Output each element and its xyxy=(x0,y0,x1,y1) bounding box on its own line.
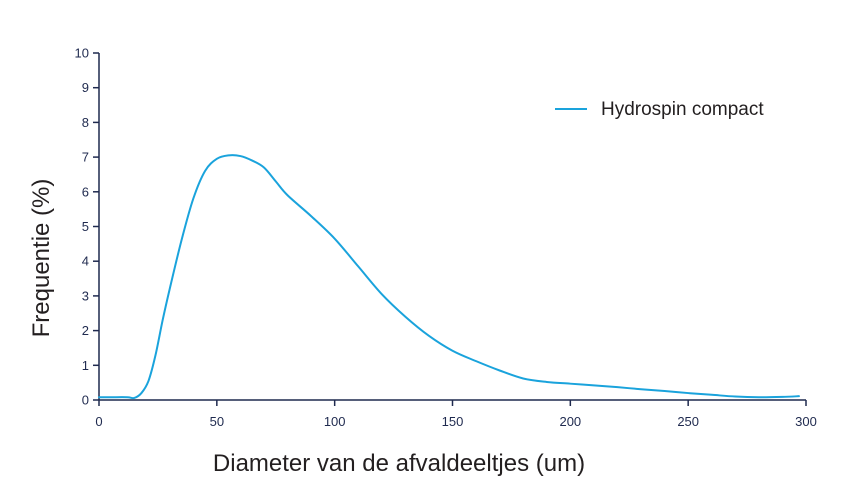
legend: Hydrospin compact xyxy=(555,99,764,120)
y-tick-label: 0 xyxy=(82,393,89,408)
x-tick-label: 150 xyxy=(442,414,464,429)
y-tick-label: 3 xyxy=(82,288,89,303)
y-axis: 0 1 2 3 4 5 6 7 8 9 10 xyxy=(75,46,100,408)
y-tick-label: 8 xyxy=(82,115,89,130)
y-tick-label: 9 xyxy=(82,80,89,95)
x-tick-label: 50 xyxy=(210,414,224,429)
y-tick-label: 4 xyxy=(82,254,89,269)
x-tick-label: 300 xyxy=(795,414,817,429)
x-axis-title: Diameter van de afvaldeeltjes (um) xyxy=(213,450,585,477)
legend-label: Hydrospin compact xyxy=(601,99,764,120)
y-tick-label: 2 xyxy=(82,323,89,338)
x-tick-label: 250 xyxy=(677,414,699,429)
y-tick-label: 10 xyxy=(75,46,89,61)
y-tick-label: 1 xyxy=(82,358,89,373)
y-tick-label: 7 xyxy=(82,150,89,165)
series-line-0 xyxy=(98,154,800,400)
x-tick-label: 100 xyxy=(324,414,346,429)
x-axis: 0 50 100 150 200 250 300 xyxy=(95,399,817,429)
y-tick-label: 5 xyxy=(82,219,89,234)
series-layer xyxy=(98,154,800,400)
y-axis-title: Frequentie (%) xyxy=(28,179,55,338)
x-tick-label: 0 xyxy=(95,414,102,429)
x-tick-label: 200 xyxy=(559,414,581,429)
y-tick-label: 6 xyxy=(82,184,89,199)
